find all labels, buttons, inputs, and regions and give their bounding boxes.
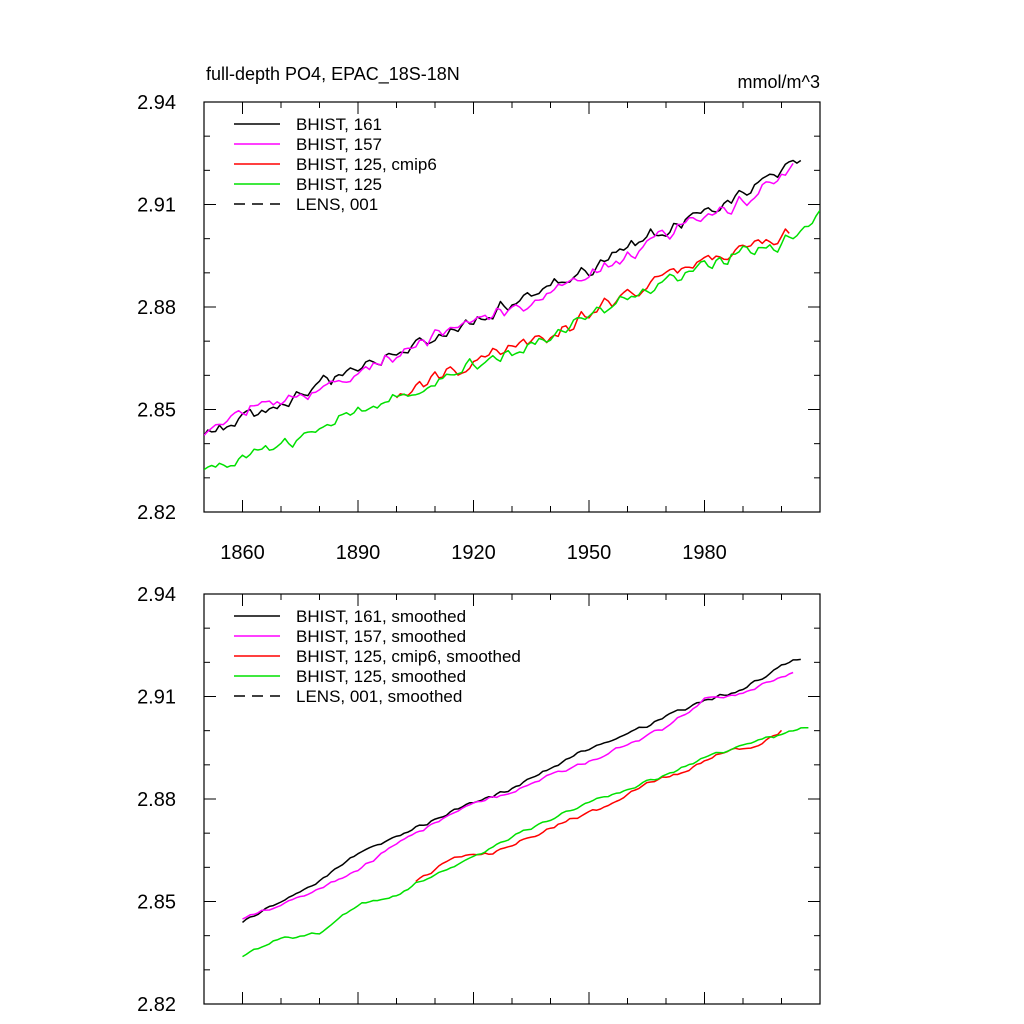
- series-line-2: [415, 729, 783, 882]
- series-line-0: [242, 658, 801, 923]
- x-tick-label: 1950: [567, 542, 612, 564]
- legend-label-0: BHIST, 161, smoothed: [296, 607, 466, 626]
- y-tick-label: 2.88: [137, 297, 176, 319]
- chart-title: full-depth PO4, EPAC_18S-18N: [206, 64, 460, 85]
- x-tick-label: 1980: [682, 542, 727, 564]
- legend-label-2: BHIST, 125, cmip6, smoothed: [296, 647, 521, 666]
- legend-label-4: LENS, 001, smoothed: [296, 687, 462, 706]
- legend-label-4: LENS, 001: [296, 195, 378, 214]
- series-line-1: [204, 162, 794, 436]
- legend-label-1: BHIST, 157: [296, 135, 382, 154]
- y-tick-label: 2.85: [137, 892, 176, 914]
- x-tick-label: 1860: [220, 542, 265, 564]
- series-line-3: [204, 209, 820, 471]
- bottom-panel: 2.94 2.91 2.88 2.85 2.82 BHIST, 161, smoothed…: [137, 584, 821, 1016]
- y-tick-label: 2.91: [137, 195, 176, 217]
- legend-label-1: BHIST, 157, smoothed: [296, 627, 466, 646]
- legend-label-3: BHIST, 125: [296, 175, 382, 194]
- x-tick-label: 1890: [336, 542, 381, 564]
- series-line-3: [242, 727, 809, 958]
- y-tick-label: 2.94: [137, 92, 176, 114]
- y-tick-label: 2.91: [137, 687, 176, 709]
- legend-label-0: BHIST, 161: [296, 115, 382, 134]
- units-label: mmol/m^3: [738, 72, 820, 92]
- y-tick-label: 2.85: [137, 400, 176, 422]
- x-tick-label: 1920: [451, 542, 496, 564]
- legend-label-2: BHIST, 125, cmip6: [296, 155, 437, 174]
- y-tick-label: 2.88: [137, 789, 176, 811]
- series-line-0: [204, 159, 802, 436]
- series-line-1: [242, 671, 794, 920]
- top-panel: 2.94 2.91 2.88 2.85 2.82 1860 1890 1920 1950 1980…: [137, 64, 821, 564]
- y-tick-label: 2.82: [137, 994, 176, 1016]
- legend-label-3: BHIST, 125, smoothed: [296, 667, 466, 686]
- y-tick-label: 2.94: [137, 584, 176, 606]
- y-tick-label: 2.82: [137, 502, 176, 524]
